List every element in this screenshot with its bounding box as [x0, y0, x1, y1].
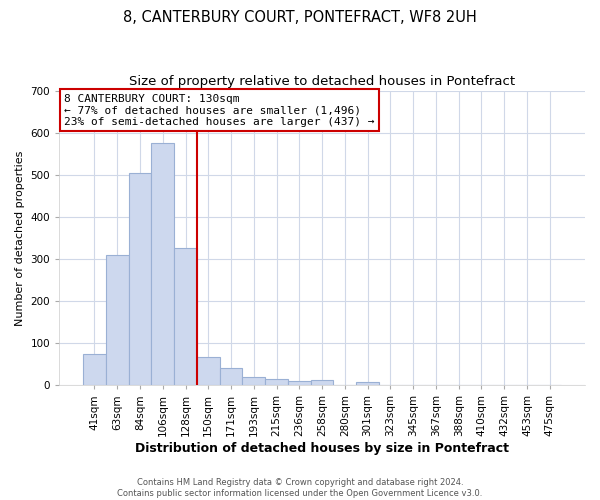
- X-axis label: Distribution of detached houses by size in Pontefract: Distribution of detached houses by size …: [135, 442, 509, 455]
- Bar: [265, 379, 288, 386]
- Bar: [356, 382, 379, 386]
- Bar: [174, 248, 197, 386]
- Bar: [288, 380, 311, 386]
- Text: 8 CANTERBURY COURT: 130sqm
← 77% of detached houses are smaller (1,496)
23% of s: 8 CANTERBURY COURT: 130sqm ← 77% of deta…: [64, 94, 375, 126]
- Bar: [220, 368, 242, 386]
- Bar: [106, 255, 128, 386]
- Text: Contains HM Land Registry data © Crown copyright and database right 2024.
Contai: Contains HM Land Registry data © Crown c…: [118, 478, 482, 498]
- Bar: [128, 172, 151, 386]
- Bar: [242, 377, 265, 386]
- Y-axis label: Number of detached properties: Number of detached properties: [15, 150, 25, 326]
- Bar: [151, 143, 174, 386]
- Text: 8, CANTERBURY COURT, PONTEFRACT, WF8 2UH: 8, CANTERBURY COURT, PONTEFRACT, WF8 2UH: [123, 10, 477, 25]
- Bar: [197, 357, 220, 386]
- Bar: [311, 380, 334, 386]
- Bar: [83, 354, 106, 386]
- Title: Size of property relative to detached houses in Pontefract: Size of property relative to detached ho…: [129, 75, 515, 88]
